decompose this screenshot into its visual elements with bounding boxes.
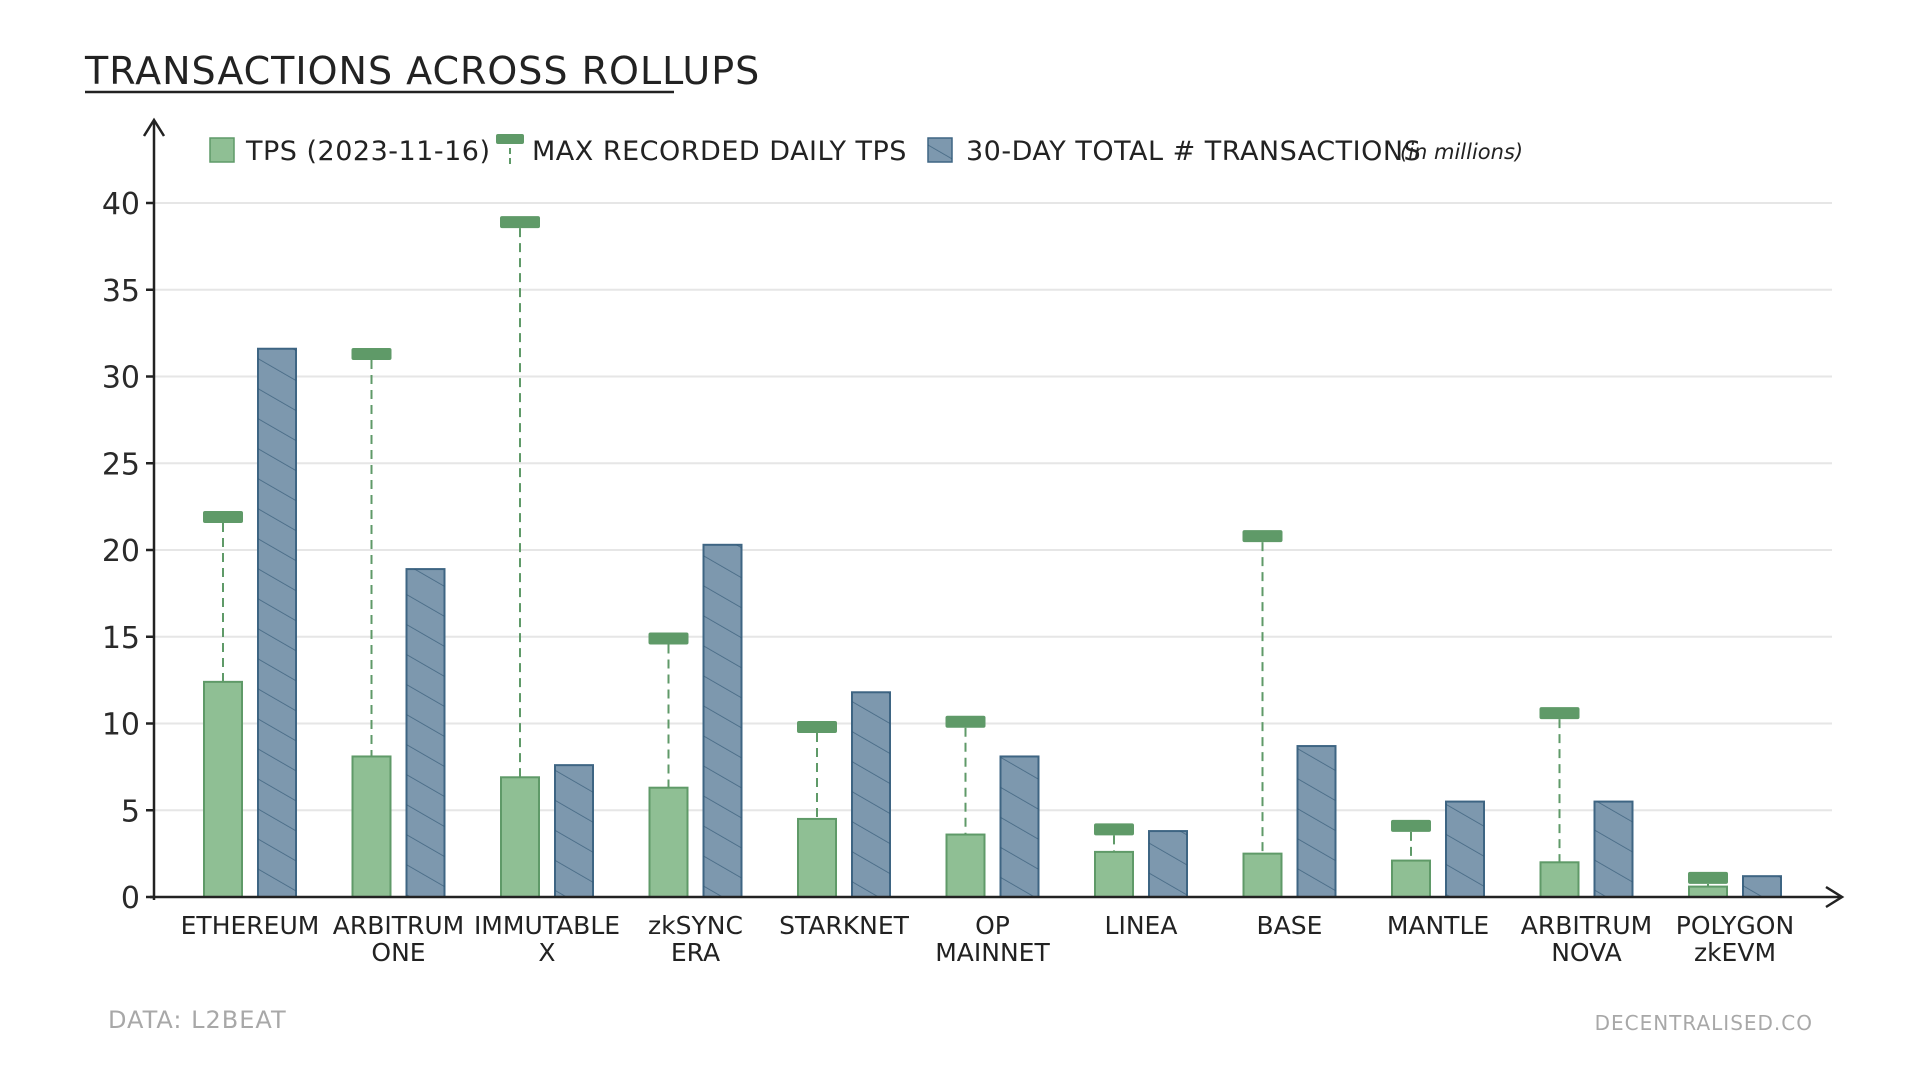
category-label: ONE [371, 938, 425, 967]
legend-swatch-tps [209, 137, 235, 163]
category-label: ETHEREUM [181, 911, 320, 940]
category-label: BASE [1257, 911, 1323, 940]
bar-tps [945, 833, 986, 898]
x-axis-arrow [1825, 885, 1845, 909]
category-label: ARBITRUM [333, 911, 465, 940]
legend-label-max-tps: MAX RECORDED DAILY TPS [532, 136, 907, 167]
category-label: X [538, 938, 555, 967]
y-tick-label: 15 [102, 621, 140, 656]
y-tick-label: 0 [121, 881, 140, 916]
legend-label-transactions-unit: (in millions) [1400, 140, 1523, 164]
legend-label-tps: TPS (2023-11-16) [245, 136, 490, 167]
max-tps-marker [648, 632, 689, 645]
category-label: ERA [671, 938, 720, 967]
max-tps-marker [1242, 530, 1283, 543]
bar-tps [351, 755, 392, 899]
y-tick-label: 35 [102, 274, 140, 309]
y-axis-arrow [142, 117, 166, 137]
max-tps-marker [500, 216, 540, 229]
bars [203, 347, 1782, 899]
legend: TPS (2023-11-16) MAX RECORDED DAILY TPS … [209, 134, 1523, 167]
legend-swatch-max [496, 134, 524, 144]
category-labels: ETHEREUM ARBITRUMONEIMMUTABLEXzkSYNCERAST… [181, 911, 1795, 967]
legend-label-transactions: 30-DAY TOTAL # TRANSACTIONS [966, 136, 1421, 167]
max-markers [203, 216, 1728, 887]
category-label: NOVA [1551, 938, 1622, 967]
chart-title: TRANSACTIONS ACROSS ROLLUPS [84, 49, 760, 93]
bar-transactions-hatch [1594, 801, 1633, 897]
bar-tps [203, 680, 243, 898]
category-label: zkEVM [1694, 938, 1776, 967]
bar-transactions-hatch [258, 348, 296, 897]
y-tick-label: 10 [102, 708, 140, 743]
max-tps-marker [203, 511, 243, 524]
bar-tps [500, 776, 540, 898]
category-label: ARBITRUM [1521, 911, 1653, 940]
bar-tps [797, 817, 837, 898]
legend-swatch-transactions-hatch [928, 138, 952, 162]
bar-tps [1094, 850, 1134, 899]
bar-transactions-hatch [1743, 876, 1781, 897]
bar-tps [1539, 861, 1580, 898]
max-tps-marker [351, 347, 392, 360]
category-label: MAINNET [935, 938, 1050, 967]
bar-transactions-hatch [1297, 746, 1336, 897]
bar-transactions-hatch [852, 692, 890, 897]
category-label: STARKNET [779, 911, 910, 940]
y-tick-label: 5 [121, 794, 140, 829]
bar-transactions-hatch [406, 569, 445, 897]
axes [142, 117, 1845, 909]
bar-transactions-hatch [1000, 756, 1039, 897]
max-tps-marker [797, 720, 837, 733]
bar-transactions-hatch [555, 765, 593, 897]
bar-tps [648, 786, 689, 899]
bar-transactions-hatch [1446, 801, 1484, 897]
bar-transactions-hatch [1149, 831, 1187, 897]
credit: DECENTRALISED.CO [1595, 1011, 1813, 1035]
y-tick-label: 40 [102, 187, 140, 222]
max-tps-marker [1094, 823, 1134, 836]
max-tps-marker [1539, 707, 1580, 720]
max-tps-marker [1391, 819, 1431, 832]
y-tick-label: 20 [102, 534, 140, 569]
category-label: IMMUTABLE [474, 911, 620, 940]
max-tps-marker [1688, 871, 1728, 884]
category-label: OP [975, 911, 1010, 940]
data-source: DATA: L2BEAT [108, 1006, 287, 1034]
bar-tps [1688, 885, 1728, 899]
y-tick-label: 25 [102, 447, 140, 482]
bar-tps [1242, 852, 1283, 898]
bar-transactions-hatch [703, 544, 742, 897]
category-label: zkSYNC [648, 911, 743, 940]
category-label: POLYGON [1676, 911, 1794, 940]
bar-tps [1391, 859, 1431, 899]
y-tick-label: 30 [102, 361, 140, 396]
grid [154, 202, 1832, 812]
max-tps-marker [945, 715, 986, 728]
y-axis-ticks: 0 5 10 15 20 25 30 35 40 [102, 187, 154, 916]
category-label: MANTLE [1387, 911, 1489, 940]
category-label: LINEA [1105, 911, 1178, 940]
